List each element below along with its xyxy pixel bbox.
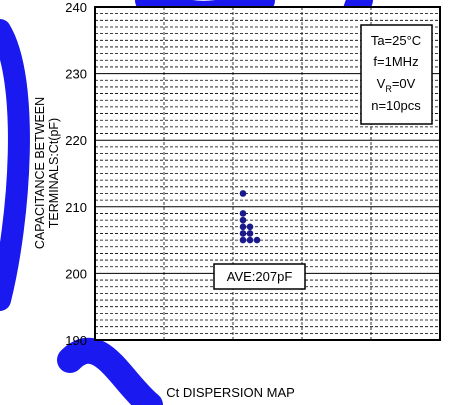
data-point [239, 216, 247, 224]
y-tick-label: 190 [65, 333, 87, 348]
y-tick-label: 240 [65, 0, 87, 15]
y-axis-label-line2: TERMINALS:Ct(pF) [47, 118, 61, 228]
plot-frame [94, 6, 441, 341]
chart-caption: Ct DISPERSION MAP [166, 385, 295, 400]
data-point [239, 236, 247, 244]
data-point [246, 236, 254, 244]
data-point [239, 190, 247, 197]
average-box: AVE:207pF [213, 263, 306, 290]
y-axis-label-line1: CAPACITANCE BETWEEN [33, 97, 47, 249]
y-tick-label: 200 [65, 266, 87, 281]
condition-frequency: f=1MHz [373, 54, 418, 69]
y-tick-label: 230 [65, 67, 87, 82]
data-point [246, 223, 254, 231]
watermark-stroke [57, 337, 163, 405]
average-box-frame [213, 263, 306, 290]
y-tick-label: 210 [65, 200, 87, 215]
y-tick-labels: 240 230 220 210 200 190 [65, 0, 87, 348]
y-tick-label: 220 [65, 133, 87, 148]
data-points [239, 190, 261, 244]
data-point [239, 210, 247, 217]
watermark-stroke [0, 19, 30, 311]
data-point [253, 236, 261, 244]
condition-vr: VR=0V [377, 76, 416, 94]
conditions-box: Ta=25°C f=1MHz VR=0V n=10pcs [360, 24, 433, 125]
data-point [239, 230, 247, 237]
condition-sample-count: n=10pcs [371, 98, 421, 113]
conditions-box-frame [360, 24, 433, 125]
data-point [239, 223, 247, 231]
condition-ta: Ta=25°C [371, 33, 421, 48]
average-label: AVE:207pF [227, 269, 293, 284]
data-point [246, 230, 254, 237]
